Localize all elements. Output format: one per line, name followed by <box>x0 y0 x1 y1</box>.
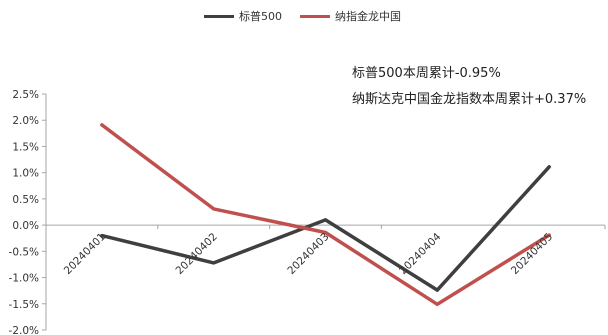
y-tick-label: -1.0% <box>9 273 39 285</box>
data-point-sp500 <box>100 234 104 238</box>
data-point-china-dragon <box>323 230 328 235</box>
y-tick-label: 0.0% <box>12 220 39 232</box>
y-tick-label: -2.0% <box>9 325 39 335</box>
series-line-sp500 <box>100 165 551 292</box>
legend-label-china-dragon: 纳指金龙中国 <box>335 10 401 23</box>
legend-label-sp500: 标普500 <box>239 10 282 23</box>
y-tick-label: -0.5% <box>9 246 39 258</box>
y-tick-label: 2.5% <box>12 89 39 101</box>
annotation-sp500-weekly: 标普500本周累计-0.95% <box>352 66 501 81</box>
data-point-sp500 <box>435 288 439 292</box>
chart-legend: 标普500 纳指金龙中国 <box>204 8 419 24</box>
legend-swatch-china-dragon <box>300 14 330 18</box>
data-point-china-dragon <box>100 123 104 127</box>
x-tick-label: 20240403 <box>285 231 331 277</box>
legend-swatch-sp500 <box>204 14 234 18</box>
annotation-china-dragon-weekly: 纳斯达克中国金龙指数本周累计+0.37% <box>352 92 587 107</box>
y-tick-label: 1.0% <box>12 168 39 180</box>
x-tick-label: 20240401 <box>62 231 108 277</box>
x-tick-label: 20240404 <box>397 231 444 278</box>
data-point-china-dragon <box>435 302 439 306</box>
data-point-china-dragon <box>547 233 551 237</box>
y-tick-label: 1.5% <box>12 141 39 153</box>
legend-item-china-dragon: 纳指金龙中国 <box>300 8 401 24</box>
y-tick-label: 2.0% <box>12 115 39 127</box>
legend-item-sp500: 标普500 <box>204 8 282 24</box>
series-line-china-dragon <box>100 123 551 307</box>
y-tick-label: -1.5% <box>9 299 39 311</box>
data-point-sp500 <box>547 165 551 169</box>
data-point-sp500 <box>212 261 216 265</box>
y-tick-label: 0.5% <box>12 194 39 206</box>
data-point-china-dragon <box>212 207 216 211</box>
data-point-sp500 <box>323 218 328 222</box>
